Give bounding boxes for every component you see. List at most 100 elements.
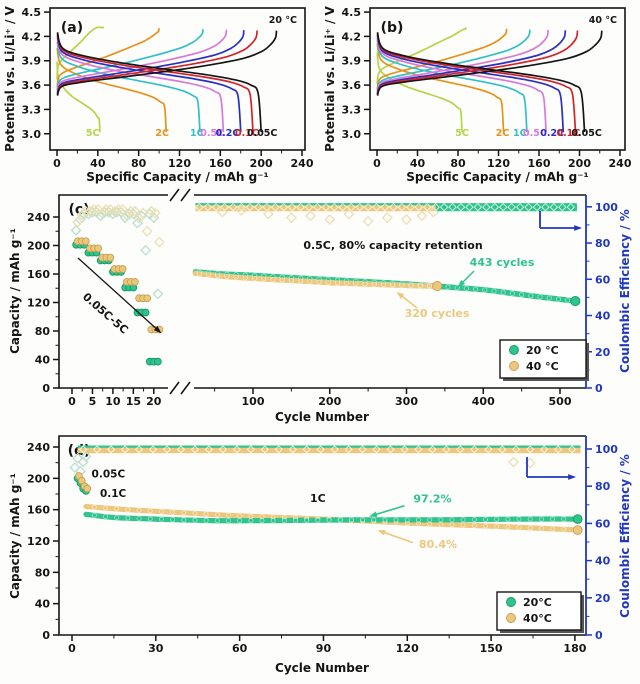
ce-band-hatch: [270, 202, 280, 212]
axis-break-gap: [168, 192, 194, 198]
series-bead-20C: [136, 515, 142, 521]
discharge-curve-5C: [376, 52, 463, 133]
ce-point-40C: [113, 204, 124, 215]
series-bead-20C: [438, 517, 444, 523]
rate-annotation-1C: 1C: [310, 492, 326, 505]
longterm-bead-40C: [325, 279, 331, 286]
ce-point-20C: [107, 208, 119, 220]
legend-label: 20°C: [523, 596, 552, 609]
series-bead-20C: [192, 517, 198, 523]
capacity-point-20C: [141, 308, 150, 317]
rate-label-0.5C: 0.5C: [200, 128, 224, 139]
series-bead-40C: [181, 510, 187, 516]
ce-band-hatch: [338, 202, 348, 212]
x-tick-label: 400: [472, 395, 495, 408]
ce-tick-label: 0: [595, 629, 603, 642]
series-bead-20C: [315, 517, 321, 523]
series-bead-20C: [225, 518, 232, 524]
series-bead-20C: [516, 516, 522, 522]
ce-start-point: [80, 451, 92, 462]
y-tick-label: 3.0: [342, 128, 362, 141]
charge-curve-0.5C: [56, 29, 228, 93]
ce-band-hatch: [93, 445, 102, 454]
ce-tick-label: 0: [595, 382, 603, 395]
discharge-curve-0.2C: [376, 34, 565, 133]
longterm-bead-20C: [482, 287, 488, 293]
ce-band-hatch: [302, 445, 311, 454]
x-tick-label: 0: [373, 157, 381, 170]
ce-band-hatch: [442, 445, 451, 454]
series-bead-20C: [181, 517, 187, 523]
end-point-40C: [432, 281, 443, 292]
y-tick-label: 40: [35, 598, 51, 611]
legend-marker: [506, 613, 516, 623]
x-tick-label: 200: [568, 157, 591, 170]
axis-break-slash: [169, 188, 180, 202]
ce-band-hatch: [498, 202, 508, 212]
capacity-point-40C: [94, 244, 102, 253]
ce-band-hatch: [554, 445, 563, 454]
ce-band-hatch: [218, 445, 227, 454]
rate-label-1C: 1C: [513, 128, 527, 139]
ce-band-hatch: [355, 202, 364, 212]
series-bead-20C: [527, 516, 533, 522]
x-tick-label: 80: [131, 157, 147, 170]
ce-band-hatch: [288, 445, 297, 454]
longterm-bead-40C: [362, 281, 368, 287]
y-axis-title-left: Capacity / mAh g⁻¹: [8, 228, 22, 354]
y-tick-label: 4.2: [342, 30, 362, 43]
series-bead-20C: [460, 517, 466, 523]
ce-outlier: [362, 215, 374, 227]
x-tick-label: 120: [487, 157, 510, 170]
ce-band-hatch: [304, 202, 314, 212]
series-bead-40C: [192, 510, 198, 516]
ce-start-point: [72, 452, 84, 464]
ce-start-point: [69, 462, 81, 474]
capacity-point-40C: [143, 294, 152, 303]
series-bead-20C: [102, 514, 109, 520]
retention-annotation: 0.5C, 80% capacity retention: [303, 239, 482, 252]
retention-40C: 80.4%: [419, 538, 457, 551]
longterm-bead-40C: [196, 271, 202, 277]
series-bead-40C: [494, 523, 500, 529]
rate-label-0.05C: 0.05C: [571, 128, 601, 139]
longterm-bead-40C: [316, 279, 322, 285]
plot-frame: [58, 194, 586, 389]
temperature-label: 20 °C: [269, 15, 297, 26]
ce-band-hatch: [162, 445, 172, 454]
series-bead-20C: [91, 512, 97, 518]
ce-point-20C: [82, 208, 94, 220]
ce-pointer-head: [574, 225, 582, 231]
longterm-bead-40C: [426, 283, 433, 289]
ce-point-40C: [108, 205, 120, 217]
ce-band-hatch: [397, 202, 407, 212]
longterm-bead-20C: [546, 295, 552, 301]
series-bead-40C: [170, 509, 176, 515]
initial-point-40C: [83, 484, 92, 493]
plot-frame: [49, 7, 306, 151]
ce-band-hatch: [344, 445, 353, 454]
y-tick-label: 0: [42, 382, 50, 395]
ce-band-hatch: [316, 445, 325, 454]
charge-curve-0.1C: [376, 30, 579, 96]
y-tick-label: 80: [35, 566, 51, 579]
ce-band-hatch: [470, 445, 479, 454]
series-bead-20C: [170, 516, 176, 523]
ce-tick-label: 20: [595, 346, 611, 359]
ce-tick-label: 40: [595, 310, 611, 323]
ce-band-hatch: [541, 202, 550, 212]
ce-band-hatch: [190, 445, 200, 454]
ce-point-20C: [140, 244, 152, 256]
retention-20C: 97.2%: [413, 493, 451, 506]
x-tick-label: 0: [68, 642, 76, 655]
ce-tick-label: 20: [595, 592, 611, 605]
rate-label-5C: 5C: [86, 128, 100, 139]
ce-band-hatch: [232, 445, 241, 454]
legend-label: 40 °C: [526, 360, 559, 373]
series-bead-20C: [415, 517, 422, 523]
longterm-bead-20C: [463, 285, 470, 292]
ce-band-hatch: [473, 202, 483, 212]
series-bead-40C: [516, 524, 522, 530]
series-bead-40C: [449, 522, 455, 528]
charge-curve-0.2C: [56, 30, 245, 95]
